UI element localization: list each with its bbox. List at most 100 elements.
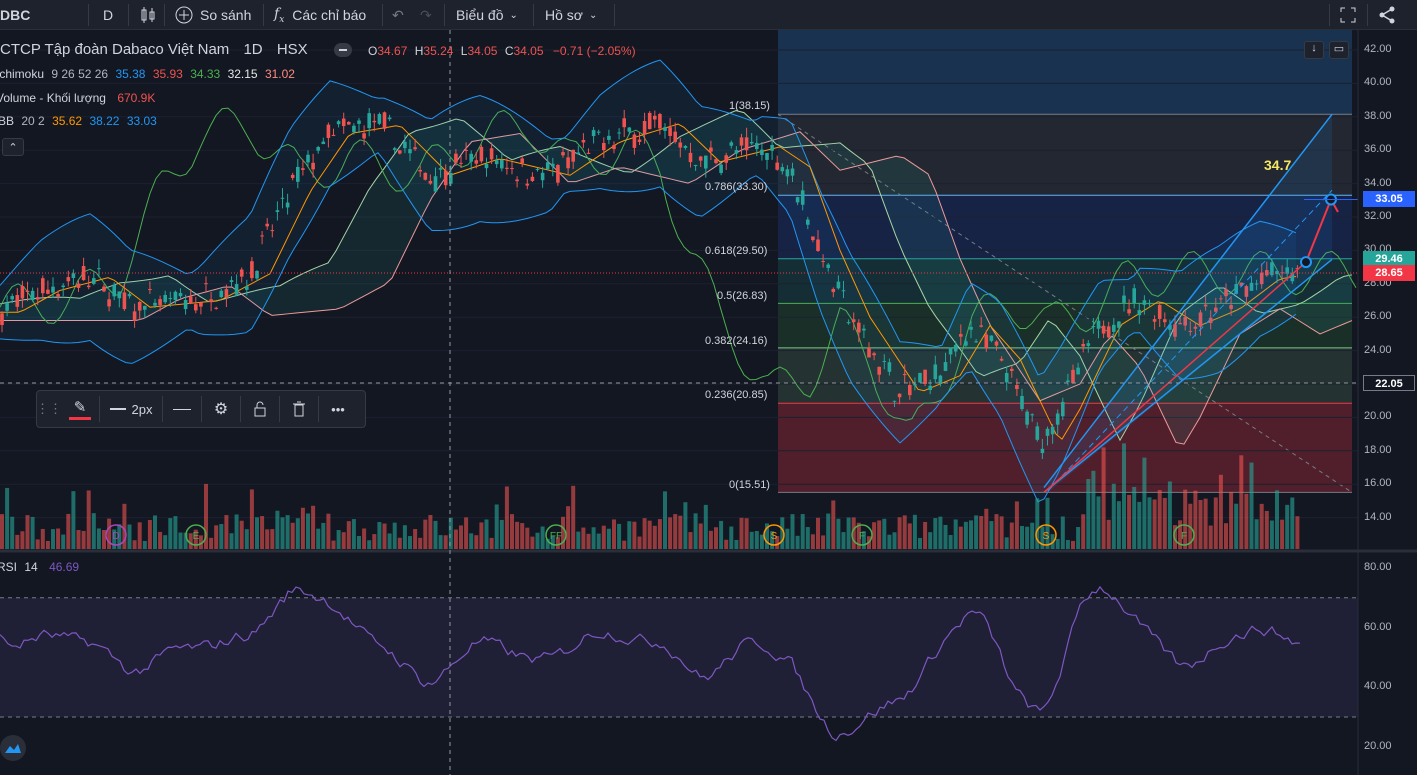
- ichimoku-legend[interactable]: Ichimoku 9 26 52 26 35.38 35.93 34.33 32…: [0, 67, 295, 81]
- volume-bar: [45, 540, 50, 549]
- candle-body: [760, 149, 764, 155]
- volume-bar: [836, 518, 841, 549]
- profile-menu-button[interactable]: Hồ sơ ⌄: [545, 0, 597, 30]
- fib-label: 0.786(33.30): [705, 181, 768, 193]
- volume-bar: [969, 520, 973, 549]
- share-button[interactable]: [1377, 0, 1397, 30]
- candle-body: [25, 290, 30, 293]
- chart-menu-label: Biểu đồ: [456, 7, 504, 23]
- candle-body: [1091, 326, 1096, 328]
- volume-bar: [948, 535, 953, 549]
- volume-bar: [1275, 490, 1279, 549]
- candle-body: [734, 150, 739, 154]
- volume-bar: [1290, 497, 1295, 549]
- volume-bar: [474, 535, 479, 549]
- logo-icon: [5, 744, 21, 753]
- settings-button[interactable]: ⚙: [202, 390, 240, 428]
- event-marker-label: F: [859, 531, 865, 542]
- volume-bar: [504, 486, 509, 549]
- compare-button[interactable]: So sánh: [174, 0, 251, 30]
- line-style-button[interactable]: [163, 390, 201, 428]
- fullscreen-button[interactable]: [1338, 0, 1358, 30]
- candle-body: [755, 143, 759, 150]
- chart-menu-button[interactable]: Biểu đồ ⌄: [456, 0, 518, 30]
- volume-bar: [1178, 520, 1183, 549]
- scroll-to-latest-button[interactable]: ↓: [1304, 41, 1324, 59]
- volume-legend[interactable]: Volume - Khối lượng 670.9K: [0, 91, 156, 105]
- drag-handle[interactable]: ⋮⋮: [36, 390, 62, 428]
- volume-bar: [1269, 520, 1274, 549]
- target-annotation[interactable]: 34.7: [1264, 157, 1292, 173]
- rsi-tick: 60.00: [1364, 620, 1392, 633]
- volume-bar: [183, 532, 188, 549]
- candle-body: [576, 152, 581, 154]
- bollinger-bands: [0, 59, 1297, 503]
- volume-bar: [51, 529, 55, 549]
- more-options-button[interactable]: •••: [319, 390, 357, 428]
- candle-body: [1147, 303, 1152, 305]
- indicators-button[interactable]: fx Các chỉ báo: [274, 0, 366, 30]
- candle-body: [851, 319, 856, 323]
- redo-button[interactable]: ↷: [420, 0, 432, 30]
- volume-bar: [877, 520, 882, 549]
- trendline-drawings[interactable]: [0, 113, 1358, 493]
- bb-legend[interactable]: BB 20 2 35.62 38.22 33.03: [0, 114, 157, 128]
- candle-body: [270, 230, 275, 232]
- candle-body: [938, 375, 943, 384]
- lock-button[interactable]: [241, 390, 279, 428]
- volume-bar: [443, 535, 448, 549]
- candle-body: [20, 285, 25, 299]
- collapse-indicators-button[interactable]: ⌃: [2, 138, 24, 156]
- volume-bar: [204, 483, 208, 549]
- volume-bar: [1254, 519, 1259, 549]
- candle-body: [464, 149, 468, 151]
- volume-bar: [790, 514, 795, 549]
- undo-button[interactable]: ↶: [392, 0, 404, 30]
- candle-body: [800, 190, 805, 205]
- volume-bar: [198, 535, 203, 549]
- event-markers[interactable]: D E FF S F S F: [105, 524, 1195, 546]
- fullscreen-icon: [1340, 7, 1356, 23]
- volume-bar: [938, 516, 943, 549]
- chart-style-button[interactable]: [138, 0, 158, 30]
- symbol-search[interactable]: DBC: [0, 0, 40, 30]
- maximize-icon: ▭: [1333, 43, 1345, 55]
- candle-body: [551, 163, 555, 167]
- delete-button[interactable]: [280, 390, 318, 428]
- volume-bar: [311, 505, 316, 549]
- candle-body: [785, 169, 790, 177]
- volume-bar: [158, 531, 163, 549]
- candle-body: [1163, 319, 1167, 323]
- candle-body: [403, 141, 407, 149]
- volume-bar: [994, 514, 999, 549]
- interval-button[interactable]: D: [103, 0, 113, 30]
- volume-bar: [861, 531, 866, 549]
- volume-bar: [1127, 494, 1132, 549]
- volume-bar: [107, 518, 112, 549]
- line-color-button[interactable]: ✎: [61, 390, 99, 428]
- maximize-pane-button[interactable]: ▭: [1329, 41, 1349, 59]
- candle-body: [928, 385, 932, 390]
- candle-body: [1142, 300, 1147, 305]
- line-width-button[interactable]: 2px: [100, 390, 162, 428]
- collapse-legend-button[interactable]: [334, 43, 352, 57]
- price-tick: 32.00: [1364, 210, 1392, 222]
- rsi-legend[interactable]: RSI 14 46.69: [0, 560, 80, 574]
- volume-bar: [561, 516, 565, 549]
- volume-bar: [464, 517, 469, 549]
- volume-bar: [515, 521, 520, 549]
- candle-body: [1219, 298, 1223, 300]
- tradingview-logo[interactable]: [0, 735, 26, 761]
- candle-body: [122, 292, 127, 310]
- chevron-down-icon: ⌄: [588, 9, 598, 21]
- volume-bar: [1101, 447, 1106, 549]
- symbol-legend: CTCP Tập đoàn Dabaco Việt Nam 1D HSX: [0, 41, 312, 58]
- price-tick: 26.00: [1364, 310, 1392, 323]
- candle-body: [948, 347, 953, 355]
- volume-bar: [265, 529, 270, 549]
- ichimoku-span-b: [0, 131, 1353, 445]
- volume-bar: [372, 534, 377, 549]
- candle-body: [831, 288, 836, 293]
- candle-body: [1259, 272, 1264, 285]
- volume-bar: [719, 520, 724, 549]
